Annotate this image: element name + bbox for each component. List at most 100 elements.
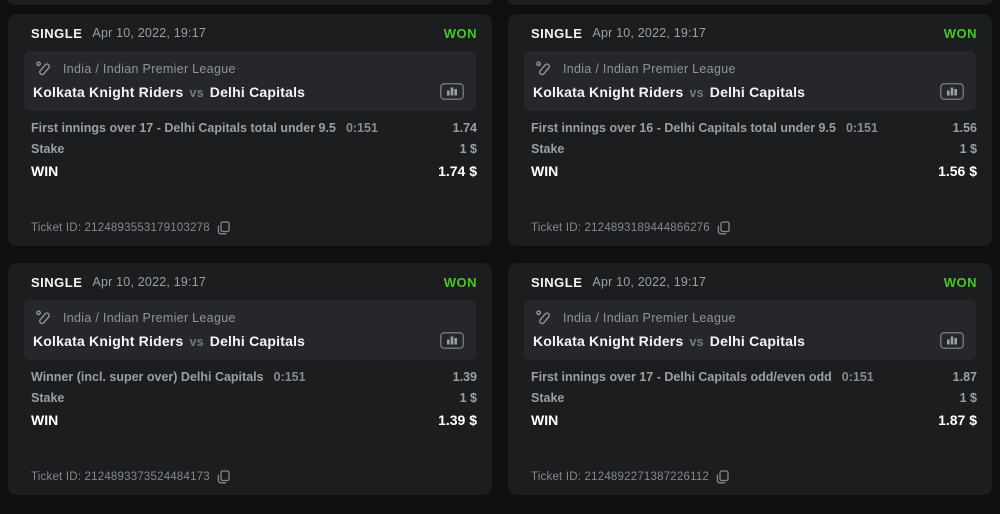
league-row: India / Indian Premier League bbox=[33, 309, 464, 326]
bet-description: Winner (incl. super over) Delhi Capitals bbox=[31, 369, 264, 384]
win-value: 1.56 $ bbox=[938, 162, 977, 179]
odds-value: 1.39 bbox=[452, 369, 477, 384]
ticket-id: Ticket ID: 2124893553179103278 bbox=[31, 221, 210, 234]
match-title: Kolkata Knight Riders vs Delhi Capitals bbox=[533, 84, 805, 100]
bet-type-label: SINGLE bbox=[31, 25, 83, 41]
copy-icon[interactable] bbox=[717, 220, 730, 235]
stake-row: Stake 1 $ bbox=[508, 390, 992, 405]
cricket-bat-ball-icon bbox=[535, 309, 552, 326]
card-header: SINGLE Apr 10, 2022, 19:17 WON bbox=[508, 273, 992, 291]
match-title: Kolkata Knight Riders vs Delhi Capitals bbox=[33, 333, 305, 349]
status-badge: WON bbox=[443, 25, 477, 41]
bet-description: First innings over 17 - Delhi Capitals o… bbox=[531, 369, 832, 384]
stake-label: Stake bbox=[531, 141, 565, 156]
win-value: 1.74 $ bbox=[438, 162, 477, 179]
match-panel: India / Indian Premier League Kolkata Kn… bbox=[24, 300, 476, 360]
league-breadcrumb: India / Indian Premier League bbox=[563, 310, 736, 325]
league-breadcrumb: India / Indian Premier League bbox=[63, 61, 236, 76]
previous-card-edge bbox=[8, 0, 492, 5]
home-team: Kolkata Knight Riders bbox=[533, 332, 684, 349]
bet-card: SINGLE Apr 10, 2022, 19:17 WON India / I… bbox=[8, 14, 492, 246]
bet-datetime: Apr 10, 2022, 19:17 bbox=[592, 275, 707, 289]
cricket-bat-ball-icon bbox=[35, 309, 52, 326]
match-row: Kolkata Knight Riders vs Delhi Capitals bbox=[533, 82, 964, 101]
match-panel: India / Indian Premier League Kolkata Kn… bbox=[24, 51, 476, 111]
status-badge: WON bbox=[443, 274, 477, 290]
stake-value: 1 $ bbox=[959, 390, 977, 405]
home-team: Kolkata Knight Riders bbox=[533, 83, 684, 100]
stake-value: 1 $ bbox=[459, 141, 477, 156]
bet-type-label: SINGLE bbox=[31, 274, 83, 290]
bet-selection-row: Winner (incl. super over) Delhi Capitals… bbox=[8, 369, 492, 384]
win-label: WIN bbox=[31, 411, 59, 428]
ticket-id: Ticket ID: 2124893189444866276 bbox=[531, 221, 710, 234]
vs-label: vs bbox=[689, 334, 704, 349]
bet-type-label: SINGLE bbox=[531, 274, 583, 290]
stats-button[interactable] bbox=[940, 332, 964, 349]
match-row: Kolkata Knight Riders vs Delhi Capitals bbox=[33, 331, 464, 350]
vs-label: vs bbox=[189, 334, 204, 349]
status-badge: WON bbox=[943, 25, 977, 41]
away-team: Delhi Capitals bbox=[709, 332, 806, 349]
bet-selection-row: First innings over 17 - Delhi Capitals t… bbox=[8, 120, 492, 135]
win-label: WIN bbox=[531, 162, 559, 179]
stake-row: Stake 1 $ bbox=[8, 390, 492, 405]
match-title: Kolkata Knight Riders vs Delhi Capitals bbox=[533, 333, 805, 349]
card-header: SINGLE Apr 10, 2022, 19:17 WON bbox=[508, 24, 992, 42]
cricket-bat-ball-icon bbox=[35, 60, 52, 77]
stake-row: Stake 1 $ bbox=[508, 141, 992, 156]
vs-label: vs bbox=[689, 85, 704, 100]
stake-label: Stake bbox=[531, 390, 565, 405]
ticket-row: Ticket ID: 2124893553179103278 bbox=[8, 220, 492, 235]
match-panel: India / Indian Premier League Kolkata Kn… bbox=[524, 300, 976, 360]
odds-value: 1.74 bbox=[452, 120, 477, 135]
match-title: Kolkata Knight Riders vs Delhi Capitals bbox=[33, 84, 305, 100]
odds-value: 1.87 bbox=[952, 369, 977, 384]
win-row: WIN 1.56 $ bbox=[508, 162, 992, 179]
win-row: WIN 1.74 $ bbox=[8, 162, 492, 179]
bet-description: First innings over 16 - Delhi Capitals t… bbox=[531, 120, 836, 135]
league-row: India / Indian Premier League bbox=[533, 60, 964, 77]
league-breadcrumb: India / Indian Premier League bbox=[563, 61, 736, 76]
match-row: Kolkata Knight Riders vs Delhi Capitals bbox=[33, 82, 464, 101]
win-label: WIN bbox=[531, 411, 559, 428]
bet-datetime: Apr 10, 2022, 19:17 bbox=[92, 275, 207, 289]
win-row: WIN 1.87 $ bbox=[508, 411, 992, 428]
bet-description: First innings over 17 - Delhi Capitals t… bbox=[31, 120, 336, 135]
match-score: 0:151 bbox=[841, 369, 874, 384]
ticket-id: Ticket ID: 2124893373524484173 bbox=[31, 470, 210, 483]
stats-button[interactable] bbox=[440, 332, 464, 349]
win-row: WIN 1.39 $ bbox=[8, 411, 492, 428]
match-row: Kolkata Knight Riders vs Delhi Capitals bbox=[533, 331, 964, 350]
bet-selection-row: First innings over 17 - Delhi Capitals o… bbox=[508, 369, 992, 384]
win-value: 1.87 $ bbox=[938, 411, 977, 428]
odds-value: 1.56 bbox=[952, 120, 977, 135]
stake-label: Stake bbox=[31, 141, 65, 156]
copy-icon[interactable] bbox=[217, 220, 230, 235]
bet-datetime: Apr 10, 2022, 19:17 bbox=[592, 26, 707, 40]
away-team: Delhi Capitals bbox=[209, 83, 306, 100]
vs-label: vs bbox=[189, 85, 204, 100]
stake-value: 1 $ bbox=[459, 390, 477, 405]
bet-type-label: SINGLE bbox=[531, 25, 583, 41]
cricket-bat-ball-icon bbox=[535, 60, 552, 77]
bet-selection: First innings over 17 - Delhi Capitals t… bbox=[31, 121, 441, 135]
copy-icon[interactable] bbox=[716, 469, 729, 484]
match-score: 0:151 bbox=[845, 120, 878, 135]
previous-card-edge bbox=[508, 0, 992, 5]
match-panel: India / Indian Premier League Kolkata Kn… bbox=[524, 51, 976, 111]
stats-button[interactable] bbox=[940, 83, 964, 100]
stats-button[interactable] bbox=[440, 83, 464, 100]
match-score: 0:151 bbox=[345, 120, 378, 135]
match-score: 0:151 bbox=[273, 369, 306, 384]
bet-card: SINGLE Apr 10, 2022, 19:17 WON India / I… bbox=[508, 14, 992, 246]
status-badge: WON bbox=[943, 274, 977, 290]
stake-row: Stake 1 $ bbox=[8, 141, 492, 156]
home-team: Kolkata Knight Riders bbox=[33, 332, 184, 349]
ticket-row: Ticket ID: 2124892271387226112 bbox=[508, 469, 992, 484]
bet-card: SINGLE Apr 10, 2022, 19:17 WON India / I… bbox=[508, 263, 992, 495]
stake-label: Stake bbox=[31, 390, 65, 405]
win-label: WIN bbox=[31, 162, 59, 179]
copy-icon[interactable] bbox=[217, 469, 230, 484]
ticket-row: Ticket ID: 2124893373524484173 bbox=[8, 469, 492, 484]
